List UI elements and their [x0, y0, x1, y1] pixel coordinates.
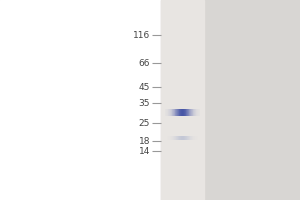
Bar — [184, 109, 185, 116]
Bar — [169, 109, 170, 116]
Bar — [181, 109, 182, 116]
Bar — [167, 136, 168, 140]
Bar — [170, 136, 171, 140]
Bar — [179, 136, 180, 140]
Text: 25: 25 — [139, 118, 150, 128]
Bar — [180, 109, 181, 116]
Bar — [160, 0, 300, 200]
Bar — [171, 136, 172, 140]
Bar — [178, 136, 179, 140]
Bar — [166, 109, 167, 116]
Bar — [181, 136, 182, 140]
Text: 35: 35 — [139, 98, 150, 108]
Bar — [168, 136, 169, 140]
Text: 66: 66 — [139, 58, 150, 68]
Bar — [182, 136, 183, 140]
Text: 116: 116 — [133, 30, 150, 40]
Bar — [187, 136, 188, 140]
Text: 45: 45 — [139, 83, 150, 92]
Bar — [192, 109, 193, 116]
Bar — [184, 136, 185, 140]
Bar — [189, 109, 190, 116]
Text: 14: 14 — [139, 146, 150, 156]
Bar — [169, 136, 170, 140]
Bar — [183, 109, 184, 116]
Bar — [177, 109, 178, 116]
Bar — [194, 109, 195, 116]
Bar — [185, 136, 186, 140]
Bar — [197, 136, 198, 140]
Bar — [186, 136, 187, 140]
Bar — [191, 136, 192, 140]
Bar — [0, 0, 160, 200]
Bar — [196, 136, 197, 140]
Bar — [178, 109, 179, 116]
Bar — [188, 109, 189, 116]
Bar — [188, 136, 189, 140]
Bar — [197, 109, 198, 116]
Bar — [196, 109, 197, 116]
Bar — [171, 109, 172, 116]
Bar — [177, 136, 178, 140]
Bar — [172, 136, 173, 140]
Bar — [170, 109, 171, 116]
Bar — [182, 109, 183, 116]
Bar — [168, 109, 169, 116]
Bar — [175, 136, 176, 140]
Bar — [194, 136, 195, 140]
Bar — [196, 136, 197, 140]
Bar — [187, 109, 188, 116]
Bar — [198, 109, 199, 116]
Bar — [169, 136, 170, 140]
Bar — [185, 109, 186, 116]
Bar — [190, 136, 191, 140]
Bar — [176, 109, 177, 116]
Bar — [172, 109, 173, 116]
Bar — [186, 109, 187, 116]
Bar — [176, 136, 177, 140]
Bar — [193, 136, 194, 140]
Bar — [189, 136, 190, 140]
Bar — [165, 109, 166, 116]
Bar — [174, 136, 175, 140]
Bar — [190, 109, 191, 116]
Bar — [160, 0, 204, 200]
Bar — [179, 109, 180, 116]
Bar — [173, 136, 174, 140]
Bar — [183, 136, 184, 140]
Bar — [173, 109, 174, 116]
Bar — [195, 136, 196, 140]
Bar — [195, 109, 196, 116]
Bar — [192, 136, 193, 140]
Bar — [191, 109, 192, 116]
Bar — [180, 136, 181, 140]
Text: 18: 18 — [139, 136, 150, 146]
Bar — [167, 109, 168, 116]
Bar — [199, 109, 200, 116]
Bar — [193, 109, 194, 116]
Bar — [174, 109, 175, 116]
